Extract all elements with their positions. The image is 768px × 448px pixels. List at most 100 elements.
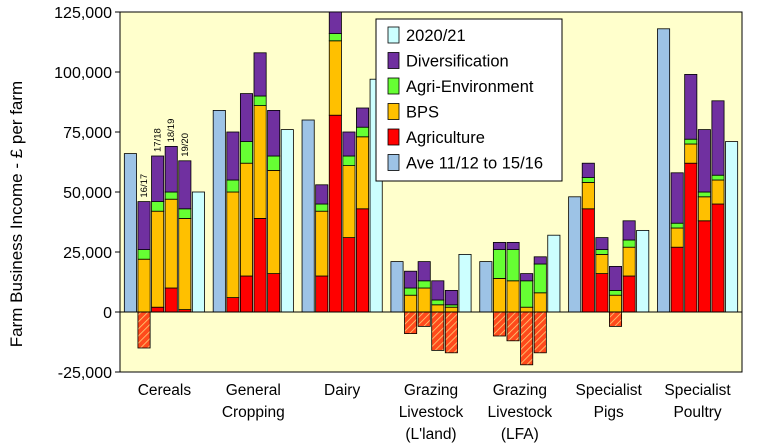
category-label: Cropping (222, 404, 285, 421)
bar-diversification (178, 160, 192, 210)
bar-bps (533, 292, 547, 313)
legend-swatch (387, 103, 400, 120)
bar-2020-21 (547, 234, 561, 313)
bar-agri-environment (226, 179, 240, 193)
legend-label: Agriculture (406, 129, 485, 147)
bar-agri-environment (315, 203, 329, 212)
bar-bps (520, 306, 534, 313)
bar-agri-environment (151, 201, 165, 212)
category-label: Livestock (488, 404, 553, 421)
bar-agri-environment (520, 280, 534, 308)
category-label: General (226, 382, 281, 399)
bar-bps (609, 294, 623, 313)
category-label: Dairy (324, 382, 360, 399)
y-tick-label: 0 (103, 305, 112, 322)
bar-bps (492, 277, 506, 313)
category-label: Poultry (673, 404, 721, 421)
bar-agri-environment (711, 174, 725, 181)
bar-bps (444, 306, 458, 313)
bar-diversification (609, 265, 623, 291)
category-label: Specialist (576, 382, 643, 399)
legend: 2020/21 Diversification Agri-Environment BP… (375, 18, 563, 182)
bar-agri-environment (267, 155, 281, 171)
bar-bps (137, 258, 151, 313)
y-axis-label: Farm Business Income - £ per farm (7, 81, 26, 347)
bar-diversification (417, 261, 431, 282)
bar-diversification (431, 280, 445, 301)
bar-agri-environment (239, 141, 253, 164)
legend-swatch (387, 154, 400, 171)
bar-bps (595, 253, 609, 274)
bar-bps (506, 280, 520, 313)
bar-diversification (670, 172, 684, 224)
legend-swatch (387, 128, 400, 146)
bar-diversification (226, 131, 240, 181)
bar-agriculture (226, 297, 240, 313)
year-label: 16/17 (139, 174, 150, 198)
bar-agriculture (342, 237, 356, 313)
bar-bps (622, 246, 636, 277)
legend-label: Diversification (406, 53, 509, 71)
bar-bps (404, 294, 418, 313)
y-tick-label: 25,000 (63, 245, 112, 262)
bar-diversification (684, 74, 698, 140)
category-label: (L'land) (405, 426, 456, 443)
bar-agri-environment (670, 222, 684, 229)
bar-agriculture-negative (520, 311, 534, 366)
bar-bps (356, 136, 370, 210)
bar-diversification (253, 52, 267, 97)
bar-average (657, 28, 671, 313)
legend-label: 2020/21 (406, 27, 466, 45)
bar-agri-environment (684, 138, 698, 145)
bar-bps (267, 169, 281, 274)
legend-swatch (387, 26, 400, 44)
bar-diversification (328, 11, 342, 35)
bar-agri-environment (342, 155, 356, 166)
bar-agri-environment (178, 208, 192, 219)
bar-bps (342, 165, 356, 239)
bar-agriculture (356, 208, 370, 313)
bar-diversification (164, 145, 178, 193)
bar-2020-21 (191, 191, 205, 313)
year-label: 17/18 (153, 128, 164, 152)
bar-2020-21 (725, 141, 739, 313)
bar-diversification (315, 184, 329, 205)
bar-diversification (239, 93, 253, 142)
bar-2020-21 (458, 253, 472, 313)
bar-agriculture-negative (431, 311, 445, 351)
bar-agriculture (711, 203, 725, 313)
bar-agriculture (151, 306, 165, 313)
bar-agriculture-negative (533, 311, 547, 354)
year-label: 18/19 (166, 119, 177, 143)
bar-bps (253, 105, 267, 219)
legend-label: Agri-Environment (406, 78, 534, 96)
bar-agriculture-negative (444, 311, 458, 354)
bar-diversification (356, 107, 370, 128)
y-tick-label: 100,000 (54, 65, 112, 82)
y-tick-label: 125,000 (54, 5, 112, 22)
bar-2020-21 (636, 229, 650, 313)
bar-agriculture (164, 287, 178, 313)
bar-agri-environment (356, 126, 370, 138)
bar-agriculture (328, 114, 342, 313)
bar-agri-environment (431, 299, 445, 306)
bar-diversification (506, 241, 520, 250)
bar-diversification (137, 201, 151, 251)
legend-label: Ave 11/12 to 15/16 (406, 155, 543, 173)
bar-agri-environment (417, 280, 431, 289)
bar-diversification (492, 241, 506, 250)
bar-bps (417, 287, 431, 313)
bar-bps (178, 217, 192, 310)
bar-agri-environment (506, 249, 520, 282)
bar-bps (151, 210, 165, 308)
legend-swatch (387, 52, 400, 69)
bar-diversification (581, 162, 595, 178)
bar-agri-environment (492, 249, 506, 279)
bar-bps (670, 227, 684, 248)
legend-box (375, 18, 563, 182)
bar-agri-environment (622, 239, 636, 248)
bar-agriculture (595, 273, 609, 313)
bar-bps (328, 40, 342, 116)
